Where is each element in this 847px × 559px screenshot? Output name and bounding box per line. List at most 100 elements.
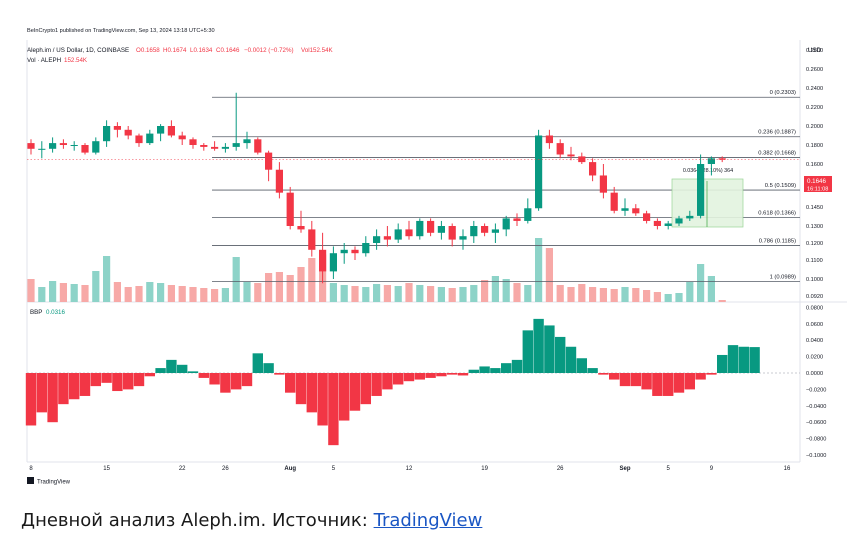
bbp-bar xyxy=(79,373,91,396)
price-tag-value: 0.1646 xyxy=(807,178,826,185)
price-tick-label: 0.1600 xyxy=(806,162,823,168)
candle-body xyxy=(707,158,715,164)
candle-body xyxy=(621,208,629,211)
volume-bar xyxy=(556,285,564,302)
candle-body xyxy=(221,146,229,149)
chart-area[interactable]: BeInCrypto1 published on TradingView.com… xyxy=(0,0,847,500)
volume-bar xyxy=(394,286,402,302)
bbp-bar xyxy=(425,373,436,378)
bbp-bar xyxy=(598,373,609,375)
candle-body xyxy=(459,236,467,240)
bbp-tick-label: −0.1000 xyxy=(806,453,826,459)
volume-bar xyxy=(49,281,57,302)
volume-bar xyxy=(459,287,467,302)
candle-body xyxy=(167,126,175,136)
caption: Дневной анализ Aleph.im. Источник: Tradi… xyxy=(21,510,482,531)
volume-bar xyxy=(599,288,607,302)
ohlc-change: −0.0012 (−0.72%) xyxy=(244,47,294,54)
bbp-bar xyxy=(306,373,317,413)
volume-bar xyxy=(92,271,100,302)
bbp-bar xyxy=(727,345,739,373)
vol-line-label: Vol · ALEPH xyxy=(27,57,61,64)
price-tick-label: 0.1300 xyxy=(806,224,823,230)
candle-body xyxy=(416,220,424,237)
candle-body xyxy=(232,143,240,147)
time-tick-label: 8 xyxy=(29,466,33,472)
ohlc-open: O0.1658 xyxy=(136,47,160,54)
volume-bar xyxy=(427,286,435,302)
source-link[interactable]: TradingView xyxy=(373,510,483,531)
volume-bar xyxy=(675,293,683,302)
bbp-bar xyxy=(641,373,652,390)
volume-bar xyxy=(211,289,219,302)
price-tick-label: 0.1450 xyxy=(806,205,823,211)
volume-bar xyxy=(146,282,154,302)
candle-body xyxy=(675,218,683,224)
volume-bar xyxy=(232,257,240,302)
candle-body xyxy=(265,152,273,170)
candle-body xyxy=(405,229,413,237)
bbp-bar xyxy=(436,373,447,377)
bbp-bar xyxy=(663,373,674,396)
price-tag-countdown: 16:11:08 xyxy=(807,187,828,193)
price-tick-label: 0.1200 xyxy=(806,241,823,247)
price-tick-label: 0.0920 xyxy=(806,294,823,300)
volume-bar xyxy=(643,290,651,302)
candle-body xyxy=(351,249,359,254)
candle-body xyxy=(686,215,694,219)
volume-bar xyxy=(567,287,575,302)
candle-body xyxy=(470,226,478,237)
bbp-bar xyxy=(511,359,523,373)
candle-body xyxy=(567,154,575,157)
bbp-bar xyxy=(533,318,544,373)
bbp-bar xyxy=(382,373,393,390)
candle-body xyxy=(578,156,586,163)
candlestick-chart[interactable]: BeInCrypto1 published on TradingView.com… xyxy=(0,0,847,500)
bbp-bar xyxy=(36,373,47,413)
volume-bar xyxy=(27,279,35,302)
volume-bar xyxy=(373,284,381,302)
bbp-bar xyxy=(630,373,641,387)
volume-bar xyxy=(718,300,726,302)
time-tick-label: 9 xyxy=(710,466,714,472)
volume-bar xyxy=(481,280,489,302)
volume-bar xyxy=(286,275,294,302)
bbp-bar xyxy=(652,373,663,396)
bbp-bar xyxy=(490,368,501,373)
bbp-bar xyxy=(285,373,296,393)
bbp-bar xyxy=(252,353,263,373)
bbp-bar xyxy=(447,373,458,375)
candle-body xyxy=(664,223,672,226)
candle-body xyxy=(610,192,618,211)
bbp-bar xyxy=(749,347,760,373)
bbp-tick-label: 0.0000 xyxy=(806,371,823,377)
volume-bar xyxy=(70,284,78,302)
volume-bar xyxy=(535,238,543,302)
bbp-bar xyxy=(220,373,231,393)
volume-bar xyxy=(167,285,175,302)
bbp-bar xyxy=(90,373,101,387)
candle-body xyxy=(427,220,435,233)
bbp-bar xyxy=(231,373,242,390)
bbp-bar xyxy=(360,373,371,405)
measure-box xyxy=(671,178,744,228)
candle-body xyxy=(589,162,597,176)
volume-bar xyxy=(437,287,445,302)
candle-body xyxy=(286,192,294,226)
volume-bar xyxy=(329,283,337,302)
volume-bar xyxy=(243,282,251,302)
candle-body xyxy=(124,129,132,136)
bbp-bar xyxy=(295,373,307,405)
volume-bar xyxy=(265,273,273,302)
bbp-bar xyxy=(58,373,69,405)
bbp-bar xyxy=(695,373,706,380)
time-tick-label: 15 xyxy=(103,466,110,472)
candle-body xyxy=(373,236,381,243)
volume-bar xyxy=(545,248,553,302)
volume-bar xyxy=(448,288,456,302)
time-tick-label: 5 xyxy=(667,466,671,472)
bbp-bar xyxy=(349,373,361,411)
candle-body xyxy=(103,126,111,142)
candle-body xyxy=(599,175,607,193)
fib-level-label: 0 (0.2303) xyxy=(770,90,796,96)
